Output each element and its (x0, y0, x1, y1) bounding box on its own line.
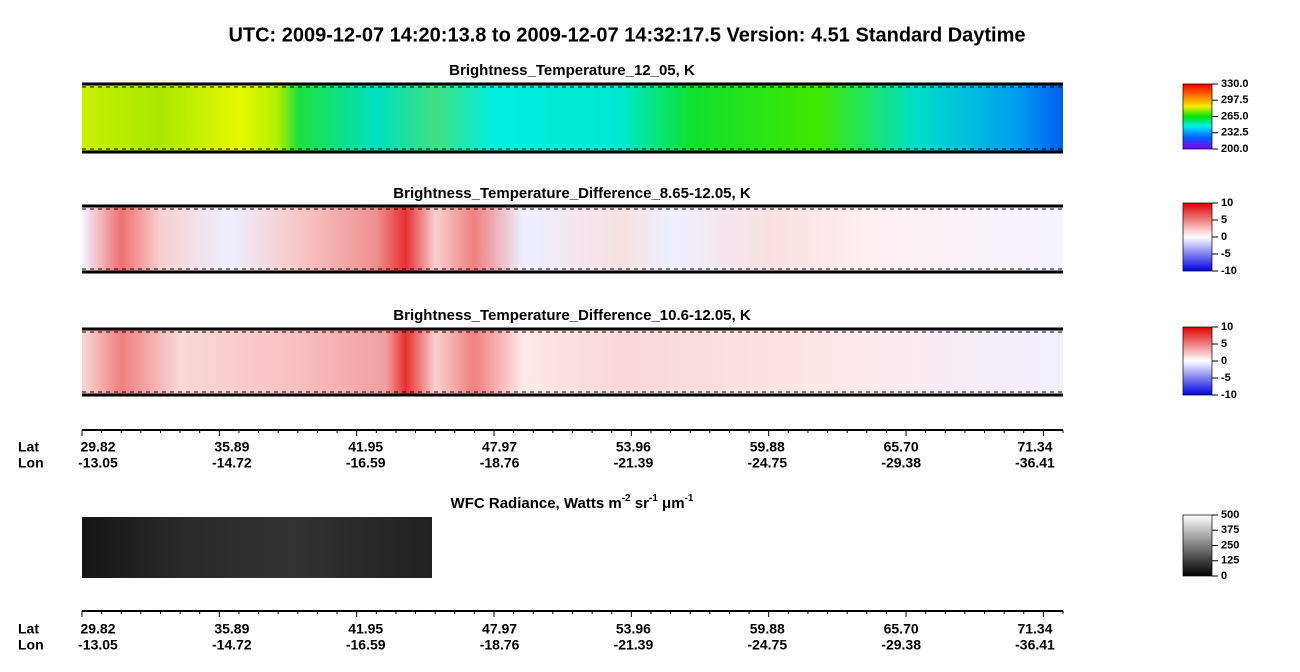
title-part: μm (658, 495, 685, 512)
title-part: -1 (685, 493, 694, 504)
colorbar-label: 0 (1221, 355, 1227, 367)
colorbar-label: 330.0 (1221, 78, 1249, 90)
lat-value: 59.88 (750, 439, 785, 455)
colorbar (1182, 202, 1213, 272)
lon-value: -13.05 (78, 637, 118, 653)
lon-label: Lon (18, 455, 44, 471)
lat-value: 71.34 (1017, 621, 1052, 637)
title-part: WFC Radiance, Watts m (451, 495, 622, 512)
image-panel (82, 84, 1063, 152)
lon-value: -13.05 (78, 455, 118, 471)
image-panel (82, 517, 432, 578)
colorbar-label: 250 (1221, 539, 1239, 551)
lat-value: 71.34 (1017, 439, 1052, 455)
lat-value: 65.70 (884, 439, 919, 455)
title-part: -1 (649, 493, 658, 504)
lat-value: 47.97 (482, 439, 517, 455)
lon-value: -24.75 (747, 637, 787, 653)
panel-title: Brightness_Temperature_Difference_10.6-1… (393, 307, 751, 324)
colorbar-label: 10 (1221, 321, 1233, 333)
lon-value: -29.38 (881, 455, 921, 471)
lat-value: 35.89 (214, 439, 249, 455)
lat-value: 65.70 (884, 621, 919, 637)
lat-value: 59.88 (750, 621, 785, 637)
lat-value: 35.89 (214, 621, 249, 637)
lon-value: -14.72 (212, 637, 252, 653)
colorbar-label: 0 (1221, 231, 1227, 243)
colorbar-label: 265.0 (1221, 110, 1249, 122)
lat-value: 53.96 (616, 439, 651, 455)
colorbar-label: 232.5 (1221, 127, 1249, 139)
lat-value: 41.95 (348, 439, 383, 455)
lat-value: 29.82 (80, 439, 115, 455)
lon-value: -29.38 (881, 637, 921, 653)
lon-value: -36.41 (1015, 637, 1055, 653)
colorbar (1182, 83, 1213, 150)
lat-value: 47.97 (482, 621, 517, 637)
colorbar-label: 125 (1221, 555, 1239, 567)
lat-value: 29.82 (80, 621, 115, 637)
lat-value: 53.96 (616, 621, 651, 637)
lon-value: -18.76 (480, 637, 520, 653)
image-panel (82, 329, 1063, 395)
colorbar-label: -10 (1221, 389, 1237, 401)
colorbar-label: 5 (1221, 338, 1227, 350)
colorbar-label: 297.5 (1221, 94, 1249, 106)
lon-value: -18.76 (480, 455, 520, 471)
colorbar (1182, 514, 1213, 577)
colorbar-label: 500 (1221, 509, 1239, 521)
lon-value: -14.72 (212, 455, 252, 471)
lon-value: -16.59 (346, 637, 386, 653)
lon-value: -36.41 (1015, 455, 1055, 471)
colorbar-label: 10 (1221, 197, 1233, 209)
colorbar-label: -5 (1221, 372, 1231, 384)
lat-value: 41.95 (348, 621, 383, 637)
colorbar-label: 0 (1221, 570, 1227, 582)
colorbar-label: 375 (1221, 524, 1239, 536)
panel-title: WFC Radiance, Watts m-2 sr-1 μm-1 (451, 493, 694, 512)
colorbar-label: 200.0 (1221, 143, 1249, 155)
colorbar-label: 5 (1221, 214, 1227, 226)
panel-title: Brightness_Temperature_12_05, K (449, 62, 695, 79)
lon-value: -21.39 (614, 637, 654, 653)
lon-value: -24.75 (747, 455, 787, 471)
colorbar-label: -5 (1221, 248, 1231, 260)
panel-title: Brightness_Temperature_Difference_8.65-1… (393, 185, 751, 202)
lat-label: Lat (18, 439, 39, 455)
lat-label: Lat (18, 621, 39, 637)
title-part: -2 (622, 493, 631, 504)
lon-value: -16.59 (346, 455, 386, 471)
page-title: UTC: 2009-12-07 14:20:13.8 to 2009-12-07… (228, 24, 1025, 46)
colorbar-label: -10 (1221, 265, 1237, 277)
lon-value: -21.39 (614, 455, 654, 471)
title-part: sr (631, 495, 650, 512)
lon-label: Lon (18, 637, 44, 653)
image-panel (82, 206, 1063, 272)
colorbar (1182, 326, 1213, 396)
